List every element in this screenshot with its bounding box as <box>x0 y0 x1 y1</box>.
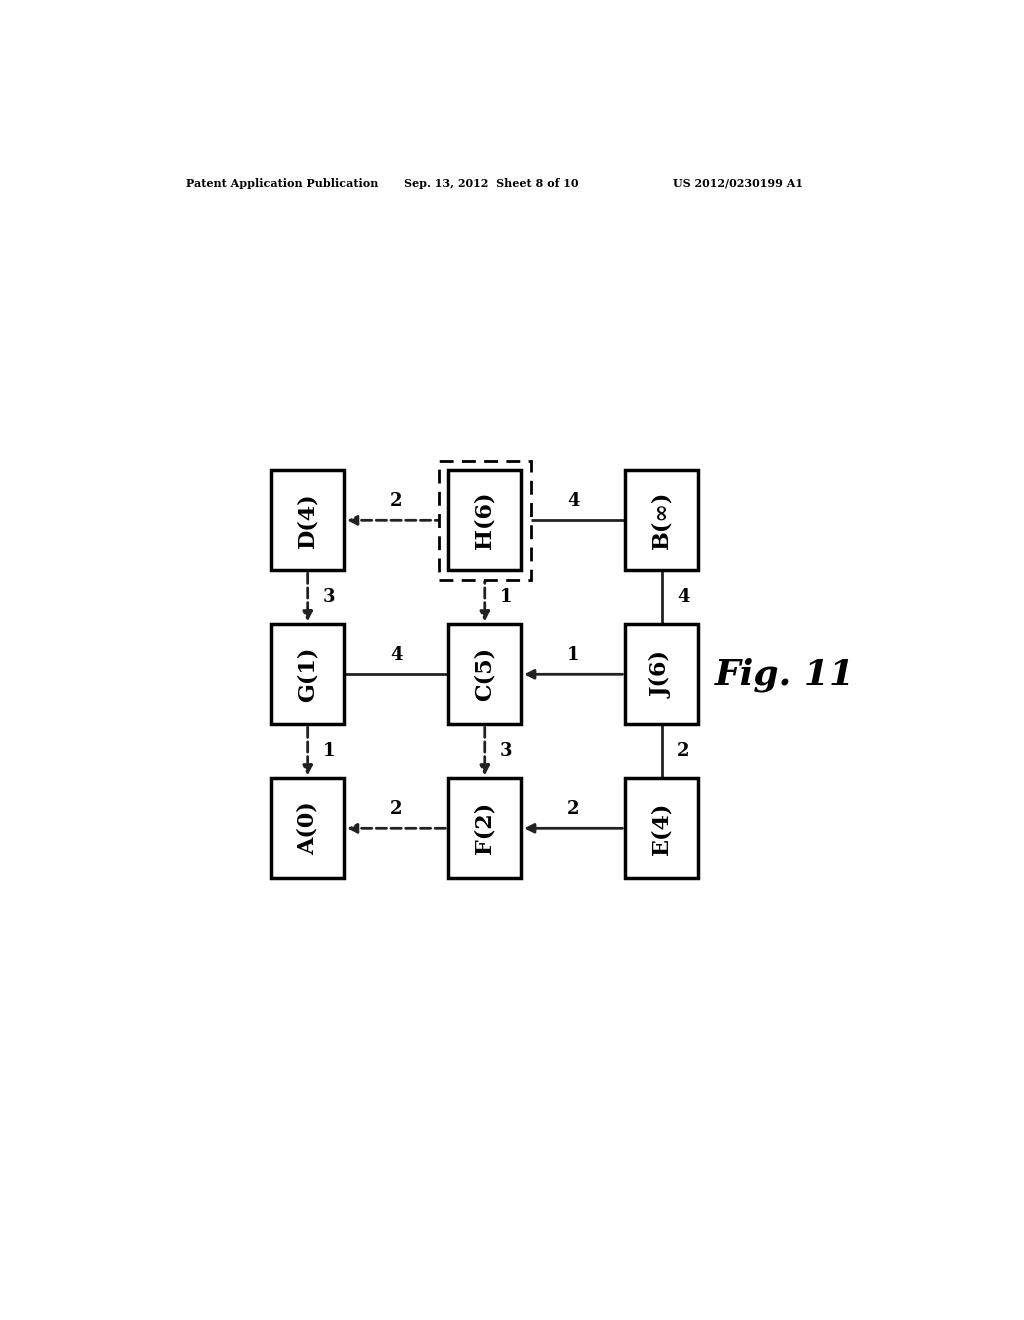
Text: D(4): D(4) <box>297 492 318 548</box>
Text: 2: 2 <box>390 800 402 818</box>
Text: Sep. 13, 2012  Sheet 8 of 10: Sep. 13, 2012 Sheet 8 of 10 <box>403 178 579 189</box>
Text: H(6): H(6) <box>474 491 496 549</box>
Text: 3: 3 <box>323 589 336 606</box>
Text: F(2): F(2) <box>474 803 496 854</box>
Text: 2: 2 <box>390 492 402 510</box>
Text: E(4): E(4) <box>651 801 673 855</box>
Text: G(1): G(1) <box>297 647 318 702</box>
Text: C(5): C(5) <box>474 647 496 701</box>
Text: 4: 4 <box>390 645 402 664</box>
Text: US 2012/0230199 A1: US 2012/0230199 A1 <box>674 178 804 189</box>
Text: 1: 1 <box>500 589 513 606</box>
Bar <box>439 461 530 579</box>
Text: 2: 2 <box>567 800 580 818</box>
Text: 3: 3 <box>500 742 513 760</box>
Bar <box>626 470 698 570</box>
Bar <box>449 470 521 570</box>
Bar <box>626 779 698 878</box>
Bar <box>449 624 521 725</box>
Bar <box>449 779 521 878</box>
Text: 4: 4 <box>677 589 690 606</box>
Text: J(6): J(6) <box>651 651 673 698</box>
Bar <box>271 779 344 878</box>
Text: B(∞): B(∞) <box>651 491 673 549</box>
Bar <box>626 624 698 725</box>
Text: 1: 1 <box>323 742 336 760</box>
Text: 1: 1 <box>567 645 580 664</box>
Bar <box>271 624 344 725</box>
Text: 2: 2 <box>677 742 690 760</box>
Text: Patent Application Publication: Patent Application Publication <box>186 178 379 189</box>
Text: Fig. 11: Fig. 11 <box>715 657 855 692</box>
Text: A(0): A(0) <box>297 801 318 855</box>
Bar <box>271 470 344 570</box>
Text: 4: 4 <box>567 492 580 510</box>
